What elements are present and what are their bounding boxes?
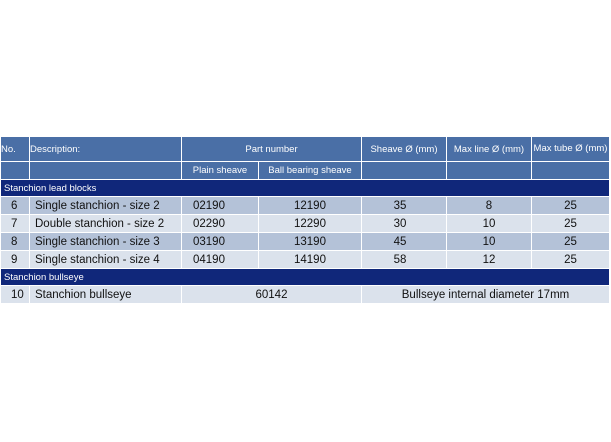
section-row: Stanchion bullseye <box>0 268 610 286</box>
section-title: Stanchion lead blocks <box>0 179 610 197</box>
cell-description: Single stanchion - size 3 <box>29 232 182 251</box>
header-plain-sheave: Plain sheave <box>181 161 259 180</box>
section-title: Stanchion bullseye <box>0 268 610 286</box>
table-row: 6 Single stanchion - size 2 02190 12190 … <box>0 196 610 215</box>
cell-max-tube: 25 <box>531 250 610 269</box>
cell-max-line: 10 <box>446 214 532 233</box>
cell-sheave: 30 <box>361 214 447 233</box>
cell-ball-bearing-sheave: 14190 <box>258 250 362 269</box>
cell-no: 6 <box>0 196 30 215</box>
cell-no: 9 <box>0 250 30 269</box>
cell-max-tube: 25 <box>531 214 610 233</box>
cell-max-tube: 25 <box>531 196 610 215</box>
subheader-empty <box>446 161 532 180</box>
cell-sheave: 35 <box>361 196 447 215</box>
table-row: 10 Stanchion bullseye 60142 Bullseye int… <box>0 285 610 304</box>
header-ball-bearing-sheave: Ball bearing sheave <box>258 161 362 180</box>
table-row: 9 Single stanchion - size 4 04190 14190 … <box>0 250 610 269</box>
section-row: Stanchion lead blocks <box>0 179 610 197</box>
cell-sheave: 58 <box>361 250 447 269</box>
table-row: 7 Double stanchion - size 2 02290 12290 … <box>0 214 610 233</box>
header-description: Description: <box>29 136 182 162</box>
cell-plain-sheave: 03190 <box>181 232 259 251</box>
cell-no: 8 <box>0 232 30 251</box>
subheader-empty <box>29 161 182 180</box>
header-sheave: Sheave Ø (mm) <box>361 136 447 162</box>
cell-max-line: 10 <box>446 232 532 251</box>
cell-plain-sheave: 02190 <box>181 196 259 215</box>
cell-description: Single stanchion - size 4 <box>29 250 182 269</box>
cell-no: 10 <box>0 285 30 304</box>
subheader-empty <box>531 161 610 180</box>
cell-sheave: 45 <box>361 232 447 251</box>
subheader-empty <box>0 161 30 180</box>
header-max-tube: Max tube Ø (mm) <box>531 136 610 162</box>
subheader-empty <box>361 161 447 180</box>
cell-description: Double stanchion - size 2 <box>29 214 182 233</box>
table-row: 8 Single stanchion - size 3 03190 13190 … <box>0 232 610 251</box>
cell-plain-sheave: 04190 <box>181 250 259 269</box>
cell-description: Single stanchion - size 2 <box>29 196 182 215</box>
cell-note: Bullseye internal diameter 17mm <box>361 285 610 304</box>
header-row: No. Description: Part number Sheave Ø (m… <box>0 136 610 162</box>
cell-max-line: 8 <box>446 196 532 215</box>
cell-max-tube: 25 <box>531 232 610 251</box>
cell-max-line: 12 <box>446 250 532 269</box>
cell-description: Stanchion bullseye <box>29 285 182 304</box>
cell-plain-sheave: 02290 <box>181 214 259 233</box>
parts-table: No. Description: Part number Sheave Ø (m… <box>0 136 610 304</box>
cell-part-number: 60142 <box>181 285 362 304</box>
header-max-line: Max line Ø (mm) <box>446 136 532 162</box>
cell-ball-bearing-sheave: 12190 <box>258 196 362 215</box>
header-part-number: Part number <box>181 136 362 162</box>
header-no: No. <box>0 136 30 162</box>
subheader-row: Plain sheave Ball bearing sheave <box>0 161 610 180</box>
cell-no: 7 <box>0 214 30 233</box>
cell-ball-bearing-sheave: 12290 <box>258 214 362 233</box>
cell-ball-bearing-sheave: 13190 <box>258 232 362 251</box>
